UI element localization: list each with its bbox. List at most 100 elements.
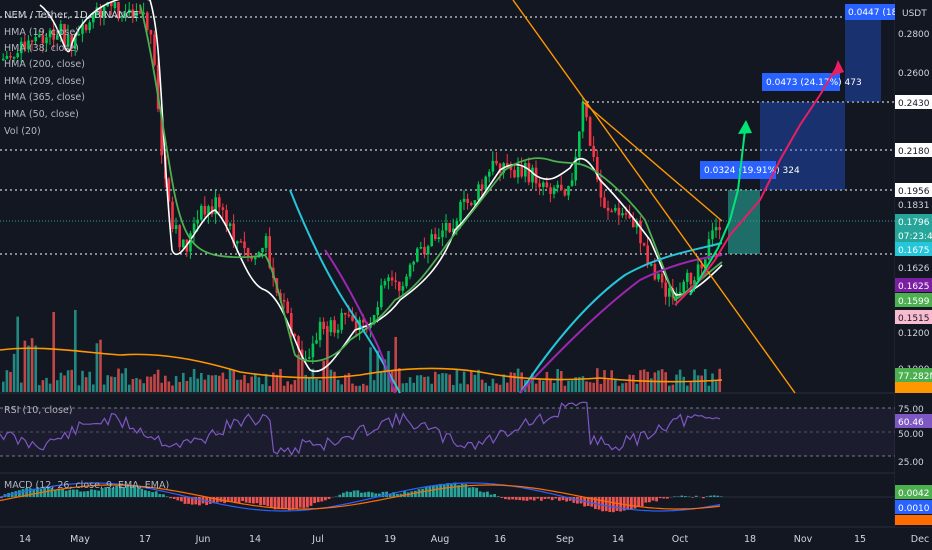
indicator-legend[interactable]: HMA (50, close)	[4, 109, 79, 120]
volume-bar	[498, 384, 502, 392]
candle-body	[257, 252, 261, 258]
macd-legend[interactable]: MACD (12, 26, close, 9, EMA, EMA)	[4, 480, 169, 491]
price-tick: 0.2600	[898, 69, 930, 79]
volume-bar	[124, 368, 127, 392]
macd-bar	[226, 497, 230, 503]
candle-body	[304, 358, 307, 361]
volume-bar	[383, 359, 387, 392]
volume-bar	[52, 311, 55, 392]
macd-bar	[424, 486, 428, 497]
volume-bar	[441, 373, 444, 392]
candle-body	[146, 12, 149, 30]
indicator-legend[interactable]: HMA (19, close)	[4, 27, 79, 38]
volume-bar	[308, 377, 311, 392]
indicator-legend[interactable]: HMA (200, close)	[4, 59, 85, 70]
macd-bar	[176, 497, 180, 501]
volume-bar	[236, 379, 239, 392]
time-axis[interactable]: 14 May 17 Jun 14 Jul 19 Aug 16 Sep 14 Oct 18 Nov 15 Dec	[19, 534, 929, 545]
candle-body	[354, 320, 358, 331]
time-tick: 16	[494, 534, 506, 545]
macd-bar	[475, 487, 478, 497]
volume-bar	[250, 376, 253, 392]
macd-bar	[536, 497, 540, 499]
candle-body	[135, 11, 138, 17]
measure-box-top[interactable]	[845, 16, 881, 102]
volume-bar	[531, 373, 534, 392]
candle-body	[545, 182, 549, 188]
candle-body	[30, 40, 34, 43]
volume-bar	[264, 373, 268, 392]
macd-bar	[435, 485, 439, 497]
price-axis[interactable]: USDT 0.2800 0.2600 0.2430 0.2180 0.1956 …	[895, 0, 932, 527]
volume-bar	[614, 380, 617, 392]
pink-projection-arrow[interactable]	[674, 64, 839, 306]
macd-bar	[118, 485, 122, 497]
measure-box-green[interactable]	[728, 190, 760, 254]
candle-body	[81, 24, 84, 34]
macd-bar	[460, 483, 464, 497]
projection-arrows[interactable]	[674, 60, 844, 306]
volume-bar	[239, 379, 243, 392]
candle-body	[394, 280, 397, 282]
time-tick: May	[70, 534, 90, 545]
volume-bar	[365, 385, 369, 392]
candle-body	[653, 264, 657, 280]
volume-bar	[527, 383, 531, 392]
candle-body	[441, 230, 444, 238]
macd-bar	[558, 497, 561, 501]
volume-bar	[178, 381, 181, 392]
symbol-title[interactable]: NEM / Tether, 1D, BINANCE	[4, 10, 139, 21]
candle-body	[45, 37, 48, 44]
candle-body	[462, 198, 466, 202]
candle-body	[16, 53, 19, 58]
volume-bar	[110, 376, 113, 392]
macd-tag-bg	[895, 500, 932, 514]
macd-bar	[651, 497, 655, 501]
macd-bar	[172, 497, 176, 499]
indicator-legend[interactable]: HMA (38, close)	[4, 43, 79, 54]
volume-bar	[466, 384, 469, 392]
trendlines[interactable]	[512, 0, 796, 394]
candle-body	[444, 222, 448, 231]
price-tag: 0.1796	[898, 218, 930, 228]
macd-bar	[108, 487, 111, 497]
volume-bar	[38, 385, 41, 392]
hma-white-line	[39, 0, 723, 373]
rsi-legend[interactable]: RSI (10, close)	[4, 405, 72, 416]
volume-bar	[48, 383, 52, 392]
volume-bar	[254, 374, 257, 392]
macd-bar	[313, 497, 316, 504]
measure-tools[interactable]: 0.0447 (18.2 0.0473 (24.17%) 473 0.0324 …	[700, 4, 906, 254]
price-tag: 0.1675	[898, 246, 930, 256]
macd-bar	[648, 497, 651, 503]
indicator-legend[interactable]: HMA (365, close)	[4, 92, 85, 103]
macd-bar	[482, 492, 486, 497]
macd-bar	[90, 489, 93, 497]
volume-bar	[506, 382, 509, 392]
candle-body	[434, 234, 437, 240]
candle-body	[466, 198, 469, 203]
volume-bar	[5, 370, 9, 392]
volume-bar	[128, 384, 131, 392]
volume-bar	[552, 382, 556, 392]
candle-body	[297, 336, 300, 350]
green-projection-arrow[interactable]	[689, 129, 746, 296]
volume-bar	[567, 380, 570, 392]
volume-bar	[63, 375, 66, 392]
volume-bar	[164, 375, 167, 392]
volume-bar	[106, 375, 109, 392]
volume-bar	[117, 368, 120, 392]
candle-body	[524, 163, 527, 177]
candle-body	[412, 261, 415, 265]
macd-bar	[234, 497, 237, 504]
indicator-legend[interactable]: HMA (209, close)	[4, 76, 85, 87]
macd-bar	[349, 491, 352, 497]
macd-bar	[306, 497, 309, 508]
indicator-legend[interactable]: Vol (20)	[4, 126, 41, 137]
descending-trendline[interactable]	[512, 0, 796, 394]
descending-trendline-2[interactable]	[582, 101, 723, 222]
macd-bar	[190, 497, 194, 505]
volume-bar	[380, 371, 383, 392]
